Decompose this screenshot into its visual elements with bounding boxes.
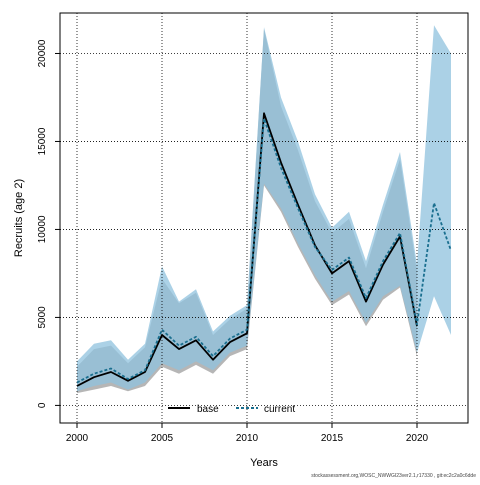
y-axis-title: Recruits (age 2) <box>13 179 25 257</box>
x-axis: 2000 2005 2010 2015 2020 <box>66 423 429 444</box>
plot-frame <box>59 12 469 424</box>
y-tick-label: 10000 <box>37 215 48 243</box>
legend-label-current: current <box>264 404 295 415</box>
x-tick-label: 2010 <box>236 433 259 444</box>
x-axis-title: Years <box>250 457 278 469</box>
x-tick-label: 2005 <box>151 433 174 444</box>
y-tick-label: 15000 <box>37 127 48 155</box>
series-lines <box>76 112 452 387</box>
y-tick-label: 5000 <box>37 306 48 329</box>
x-tick-label: 2000 <box>66 433 89 444</box>
series-line-base <box>76 112 418 387</box>
y-tick-label: 0 <box>37 402 48 408</box>
legend: base current <box>168 404 295 415</box>
confidence-bands <box>77 25 451 394</box>
x-tick-label: 2020 <box>406 433 429 444</box>
grid-lines <box>60 13 468 423</box>
legend-label-base: base <box>197 404 219 415</box>
y-axis: 0 5000 10000 15000 20000 <box>37 39 60 408</box>
y-tick-label: 20000 <box>37 39 48 67</box>
x-tick-label: 2015 <box>321 433 344 444</box>
footnote: stockassessment.org,WOSC_NWWGI23ver2.1,r… <box>311 473 476 479</box>
series-line-current <box>76 117 452 384</box>
confidence-band-current <box>77 25 451 392</box>
